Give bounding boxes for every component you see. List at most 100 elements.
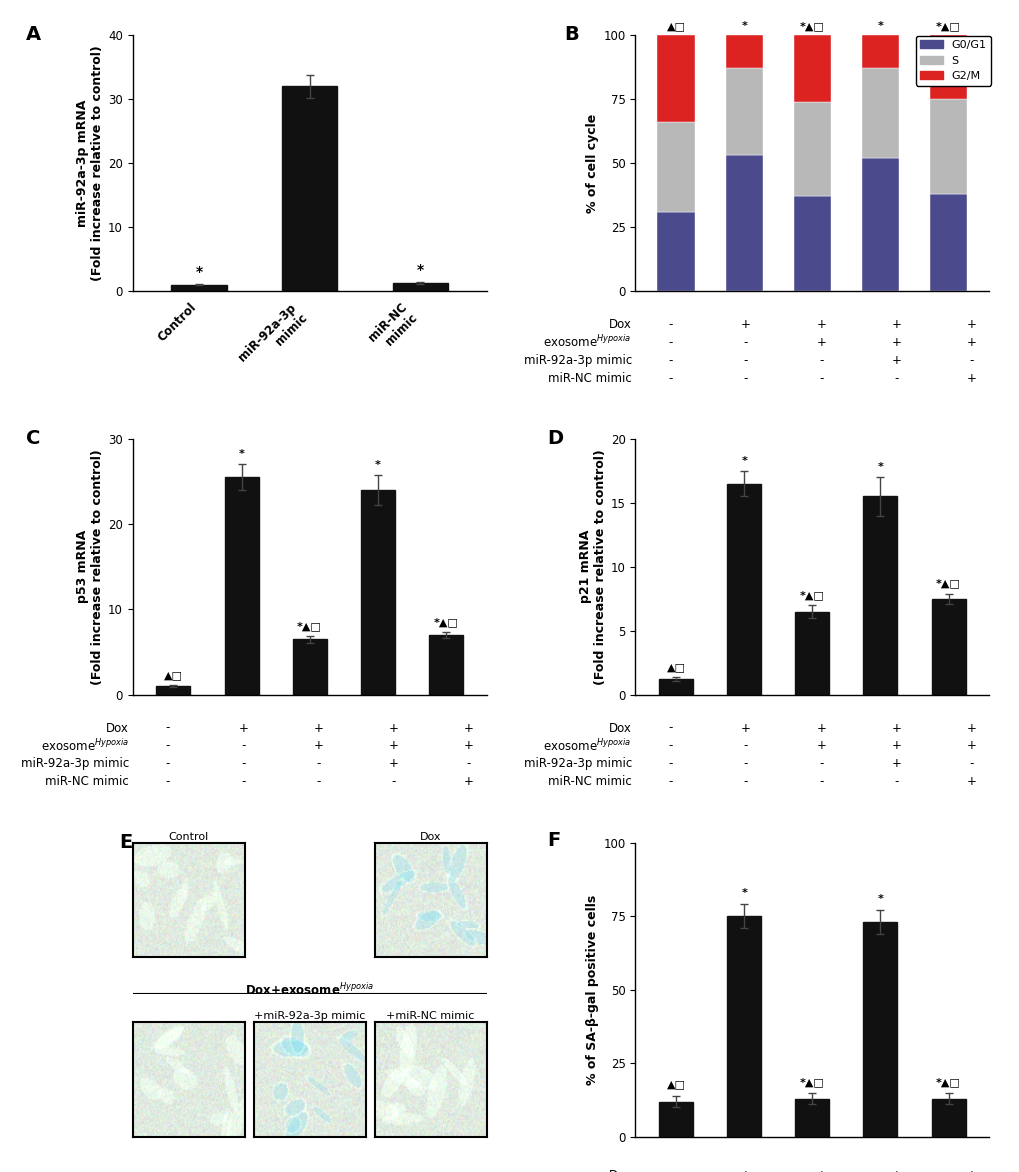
Text: -: - [667,354,673,367]
Text: +: + [966,775,975,789]
Text: +: + [966,740,975,752]
Text: -: - [166,757,170,770]
Bar [793,197,830,291]
Text: +: + [313,740,323,752]
Text: -: - [166,740,170,752]
Bar [657,35,694,122]
Text: -: - [667,318,673,331]
Text: -: - [667,1168,673,1172]
Text: +: + [891,757,901,770]
Text: +: + [966,372,975,384]
Title: Control: Control [168,832,209,841]
Bar [657,122,694,212]
Text: *: * [876,894,882,905]
Bar [929,100,966,193]
Y-axis label: p53 mRNA
(Fold increase relative to control): p53 mRNA (Fold increase relative to cont… [75,449,104,684]
Text: miR-92a-3p mimic: miR-92a-3p mimic [523,354,631,367]
Legend: G0/G1, S, G2/M: G0/G1, S, G2/M [915,35,989,86]
Text: miR-NC mimic: miR-NC mimic [45,775,129,789]
Bar [930,599,965,695]
Text: +: + [464,740,474,752]
Text: F: F [546,831,559,850]
Text: -: - [316,757,320,770]
Bar [795,1098,828,1137]
Text: *: * [876,462,882,472]
Text: *▲□: *▲□ [935,21,960,32]
Text: E: E [119,833,132,852]
Text: -: - [969,354,973,367]
Text: -: - [240,757,246,770]
Text: -: - [743,757,748,770]
Text: -: - [467,757,471,770]
Text: +: + [815,722,825,735]
Text: -: - [166,775,170,789]
Bar [727,917,760,1137]
Text: +: + [388,740,398,752]
Text: +: + [891,318,901,331]
Text: +: + [891,354,901,367]
Bar [658,680,693,695]
Y-axis label: % of cell cycle: % of cell cycle [586,114,598,213]
Y-axis label: miR-92a-3p mRNA
(Fold increase relative to control): miR-92a-3p mRNA (Fold increase relative … [75,46,104,281]
Text: +: + [966,335,975,349]
Text: ▲□: ▲□ [666,1079,685,1090]
Text: +: + [891,740,901,752]
Bar [361,490,394,695]
Text: miR-92a-3p mimic: miR-92a-3p mimic [20,757,129,770]
Text: +: + [741,318,750,331]
Bar [292,639,326,695]
Bar [929,193,966,291]
Text: *: * [876,21,882,32]
Text: D: D [546,429,562,448]
Text: exosome$^{Hypoxia}$: exosome$^{Hypoxia}$ [543,334,631,350]
Text: *▲□: *▲□ [935,1077,960,1086]
Bar [428,635,463,695]
Text: +: + [741,1168,750,1172]
Text: +: + [464,722,474,735]
Bar [725,156,762,291]
Text: *▲□: *▲□ [297,621,322,631]
Bar [658,1102,693,1137]
Bar [727,484,760,695]
Text: -: - [240,775,246,789]
Text: -: - [743,372,748,384]
Text: -: - [667,722,673,735]
Y-axis label: p21 mRNA
(Fold increase relative to control): p21 mRNA (Fold increase relative to cont… [578,449,606,684]
Text: -: - [894,775,898,789]
Bar [929,35,966,100]
Text: Dox: Dox [106,722,129,735]
Text: *: * [741,21,747,32]
Text: +: + [464,775,474,789]
Text: +: + [815,318,825,331]
Text: -: - [818,354,822,367]
Bar [861,68,899,158]
Text: exosome$^{Hypoxia}$: exosome$^{Hypoxia}$ [543,738,631,754]
Text: +: + [891,722,901,735]
Text: +: + [891,335,901,349]
Text: -: - [240,740,246,752]
Text: +: + [741,722,750,735]
Text: miR-NC mimic: miR-NC mimic [547,372,631,384]
Text: +: + [966,318,975,331]
Text: -: - [743,740,748,752]
Bar [657,212,694,291]
Text: miR-92a-3p mimic: miR-92a-3p mimic [523,757,631,770]
Text: -: - [894,372,898,384]
Bar [171,285,226,291]
Bar [392,284,447,291]
Text: *▲□: *▲□ [799,1077,824,1086]
Bar [861,158,899,291]
Text: Dox+exosome$^{Hypoxia}$: Dox+exosome$^{Hypoxia}$ [245,982,374,997]
Text: +: + [815,740,825,752]
Text: ▲□: ▲□ [164,670,182,680]
Text: -: - [667,372,673,384]
Text: exosome$^{Hypoxia}$: exosome$^{Hypoxia}$ [41,738,129,754]
Text: +: + [966,722,975,735]
Text: A: A [26,25,42,43]
Text: miR-NC mimic: miR-NC mimic [547,775,631,789]
Text: *▲□: *▲□ [799,21,824,32]
Text: +: + [388,722,398,735]
Text: B: B [564,25,579,43]
Text: Dox: Dox [608,318,631,331]
Text: +: + [238,722,248,735]
